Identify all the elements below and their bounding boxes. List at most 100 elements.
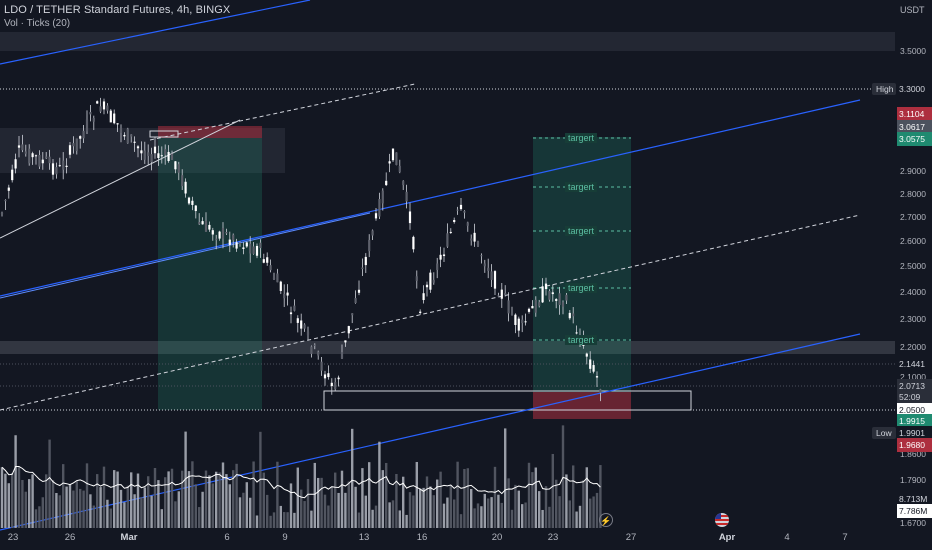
candle-body: [289, 312, 293, 315]
candle-body: [17, 145, 21, 148]
price-label: 1.6700: [900, 518, 926, 528]
candle-body: [354, 298, 357, 303]
volume-bar: [140, 497, 143, 528]
volume-bar: [153, 468, 157, 528]
target-label[interactable]: targert: [564, 182, 598, 192]
volume-bar: [446, 497, 449, 528]
target-label[interactable]: targert: [564, 133, 598, 143]
lightning-icon[interactable]: ⚡: [599, 513, 613, 527]
candle-body: [306, 331, 310, 336]
candle-body: [565, 294, 568, 301]
candle-body: [225, 231, 228, 234]
candle-body: [368, 239, 371, 252]
volume-bar: [340, 470, 344, 528]
candle-body: [293, 305, 296, 311]
candle-body: [136, 146, 140, 149]
candle-body: [150, 154, 153, 163]
target-label[interactable]: targert: [564, 335, 598, 345]
candle-body: [48, 156, 51, 164]
target-label[interactable]: targert: [564, 283, 598, 293]
volume-bar: [568, 500, 571, 528]
candle-body: [446, 233, 449, 247]
candle-body: [160, 155, 163, 157]
candle-body: [157, 153, 160, 158]
volume-bar: [310, 510, 313, 528]
price-label: 2.4000: [900, 287, 926, 297]
candle-body: [204, 220, 208, 232]
candle-body: [153, 146, 157, 154]
candle-body: [109, 110, 112, 123]
volume-bar: [534, 467, 537, 528]
candle-body: [174, 161, 177, 170]
volume-bar: [419, 488, 422, 528]
volume-bar: [58, 495, 61, 528]
candle-body: [11, 169, 14, 181]
candle-body: [92, 117, 95, 122]
candle-body: [116, 123, 119, 125]
volume-bar: [432, 495, 435, 528]
candle-body: [517, 318, 520, 331]
us-flag-icon[interactable]: [715, 513, 729, 527]
currency-label[interactable]: USDT: [900, 5, 925, 15]
volume-bar: [412, 495, 415, 528]
candle-body: [483, 263, 486, 267]
volume-bar: [7, 483, 10, 528]
candle-body: [242, 247, 245, 249]
volume-bar: [255, 515, 259, 528]
candle-body: [371, 230, 374, 236]
volume-bar: [548, 506, 551, 528]
time-label: 13: [358, 532, 370, 543]
candle-body: [429, 272, 432, 290]
candle-body: [24, 151, 27, 154]
candle-body: [487, 267, 490, 271]
volume-bar: [4, 473, 7, 528]
candle-body: [544, 283, 548, 290]
candle-body: [599, 389, 602, 393]
volume-bar: [79, 488, 82, 528]
candle-body: [334, 382, 337, 390]
red-price-box: 1.9680: [897, 438, 932, 452]
candle-body: [303, 324, 306, 329]
volume-bar: [170, 468, 174, 528]
volume-bar: [119, 489, 123, 528]
volume-bar: [85, 463, 89, 528]
white-trend-line: [0, 119, 241, 239]
volume-bar: [225, 474, 228, 528]
volume-bar: [68, 484, 72, 528]
candle-body: [463, 211, 466, 213]
candle-body: [555, 299, 558, 301]
symbol-title[interactable]: LDO / TETHER Standard Futures, 4h, BINGX: [4, 4, 231, 16]
volume-bar: [272, 512, 276, 528]
volume-bar: [599, 465, 602, 528]
price-label: 2.6000: [900, 236, 926, 246]
short-position-profit: [158, 138, 262, 410]
volume-bar: [595, 492, 599, 528]
volume-bar: [208, 475, 211, 528]
time-label: 23: [7, 532, 19, 543]
target-label[interactable]: targert: [564, 226, 598, 236]
volume-bar: [317, 477, 320, 528]
candle-body: [106, 105, 109, 111]
volume-bar: [395, 474, 398, 528]
candle-body: [585, 353, 588, 357]
price-label: 2.8000: [900, 189, 926, 199]
volume-bar: [0, 467, 4, 528]
demand-box: [323, 390, 692, 411]
candle-body: [99, 106, 102, 112]
candle-body: [28, 148, 31, 164]
short-position-loss: [158, 126, 262, 138]
candle-body: [466, 222, 469, 226]
volume-bar: [347, 481, 350, 528]
volume-bar: [483, 493, 486, 528]
volume-bar: [242, 492, 245, 528]
volume-bar: [28, 479, 31, 528]
candle-body: [347, 326, 350, 334]
volume-bar: [133, 494, 136, 528]
candle-body: [442, 254, 446, 257]
candle-body: [381, 190, 384, 204]
time-label: 7: [842, 532, 848, 543]
volume-bar: [480, 506, 483, 528]
candle-body: [534, 299, 537, 313]
volume-indicator-label[interactable]: Vol · Ticks (20): [4, 18, 71, 29]
